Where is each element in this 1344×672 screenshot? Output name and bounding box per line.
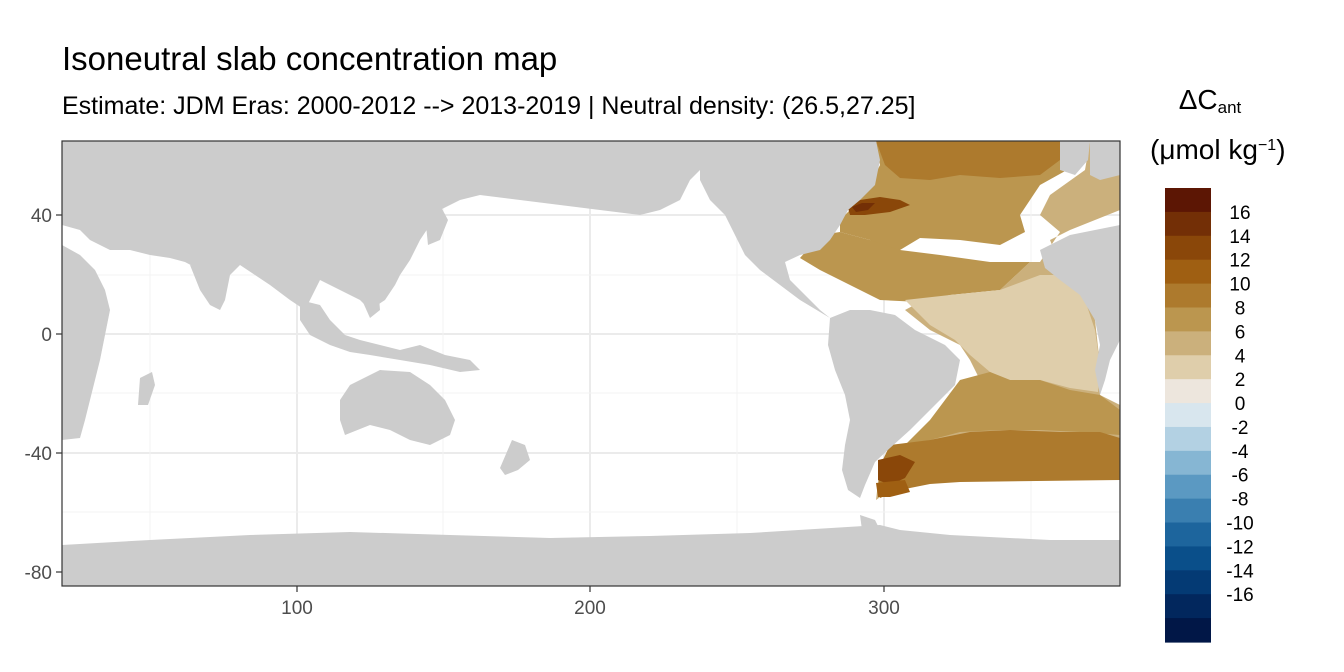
legend-unit-main: (μmol kg — [1150, 134, 1258, 165]
legend-swatch — [1165, 403, 1211, 428]
legend-swatch — [1165, 379, 1211, 404]
legend-swatch — [1165, 522, 1211, 548]
landmass-south-america — [828, 310, 960, 498]
south-atlantic-field — [905, 372, 1120, 445]
x-axis: 100 200 300 — [281, 586, 900, 619]
legend-swatch — [1165, 211, 1211, 237]
legend-swatch — [1165, 618, 1211, 643]
y-axis: 40 0 -40 -80 — [25, 206, 62, 584]
landmass-antarctica — [62, 525, 1120, 586]
landmass-antarctic-peninsula — [860, 515, 885, 542]
landmass-europe-asia — [62, 141, 1120, 310]
legend-tick-label: 6 — [1235, 322, 1246, 343]
legend-tick-labels: 16 14 12 10 86 4 2 0 -2 -4 -6 -8 -10-12 -14 -16 — [1226, 203, 1254, 606]
map-title: Isoneutral slab concentration map — [62, 40, 558, 77]
legend-swatch — [1165, 355, 1211, 380]
panel-border — [61, 140, 1121, 587]
legend-tick-label: -4 — [1232, 442, 1249, 463]
legend-tick-label: 12 — [1229, 251, 1250, 272]
y-tick-label: 40 — [31, 206, 52, 227]
legend-tick-label: -16 — [1226, 585, 1253, 606]
landmass-new-zealand — [500, 440, 530, 475]
land-masses — [62, 141, 1120, 586]
legend-tick-label: 8 — [1235, 299, 1246, 320]
map-subtitle: Estimate: JDM Eras: 2000-2012 --> 2013-2… — [62, 92, 916, 120]
legend-swatch — [1165, 259, 1211, 285]
legend-swatch — [1165, 331, 1211, 356]
x-tick-label: 200 — [574, 598, 606, 619]
landmass-greenland — [1060, 141, 1090, 175]
landmass-madagascar — [138, 372, 155, 405]
legend-tick-label: -6 — [1232, 466, 1249, 487]
y-tick-label: 0 — [41, 325, 52, 346]
landmass-japan — [425, 205, 448, 245]
x-tick-label: 100 — [281, 598, 313, 619]
legend-swatch — [1165, 570, 1211, 595]
legend-title-symbol: ΔCant — [1150, 84, 1270, 118]
legend-swatch — [1165, 283, 1211, 309]
legend-tick-label: 10 — [1229, 275, 1250, 296]
legend-swatch — [1165, 498, 1211, 524]
legend-tick-label: 16 — [1229, 203, 1250, 224]
legend-tick-label: 2 — [1235, 370, 1246, 391]
legend-title-unit: (μmol kg−1) — [1150, 134, 1286, 166]
legend-swatch — [1165, 426, 1211, 452]
legend-unit-close: ) — [1276, 134, 1286, 165]
y-tick-label: -40 — [25, 444, 52, 465]
legend-tick-label: -12 — [1226, 537, 1253, 558]
landmass-arabia-india — [190, 265, 225, 310]
legend-tick-label: -8 — [1232, 490, 1249, 511]
legend-tick-label: 14 — [1229, 227, 1251, 248]
concentration-field — [800, 141, 1120, 500]
legend-swatch — [1165, 594, 1211, 619]
legend-tick-label: -14 — [1226, 561, 1254, 582]
legend-tick-label: 4 — [1235, 346, 1246, 367]
legend-swatch — [1165, 546, 1211, 571]
legend-swatch — [1165, 474, 1211, 500]
falkland-field — [876, 480, 910, 497]
landmass-north-america — [700, 141, 880, 318]
equatorial-atlantic-field — [905, 275, 1100, 392]
legend-swatch — [1165, 307, 1211, 332]
argentine-basin-field — [878, 455, 915, 485]
legend-unit-superscript: −1 — [1257, 137, 1277, 154]
legend-tick-label: 0 — [1235, 394, 1246, 415]
legend-colorbar — [1165, 188, 1211, 643]
x-tick-label: 300 — [868, 598, 900, 619]
southern-belt-field — [878, 430, 1120, 498]
landmass-west-africa — [1040, 225, 1120, 395]
legend-tick-label: -2 — [1232, 418, 1249, 439]
landmass-philippines — [362, 280, 380, 318]
landmass-africa — [62, 245, 110, 440]
landmass-australia — [340, 370, 455, 445]
map-panel — [61, 140, 1121, 587]
labrador-field — [876, 141, 1085, 180]
y-tick-label: -80 — [25, 563, 52, 584]
legend-swatch — [1165, 188, 1211, 213]
legend-tick-label: -10 — [1226, 514, 1253, 535]
gulf-stream-core — [852, 203, 875, 212]
legend-swatch — [1165, 235, 1211, 261]
legend-symbol: ΔC — [1178, 84, 1218, 115]
landmass-southeast-asia — [300, 300, 480, 372]
legend-symbol-subscript: ant — [1217, 98, 1242, 117]
legend-swatch — [1165, 450, 1211, 476]
subtropical-atlantic-field — [800, 232, 1030, 302]
